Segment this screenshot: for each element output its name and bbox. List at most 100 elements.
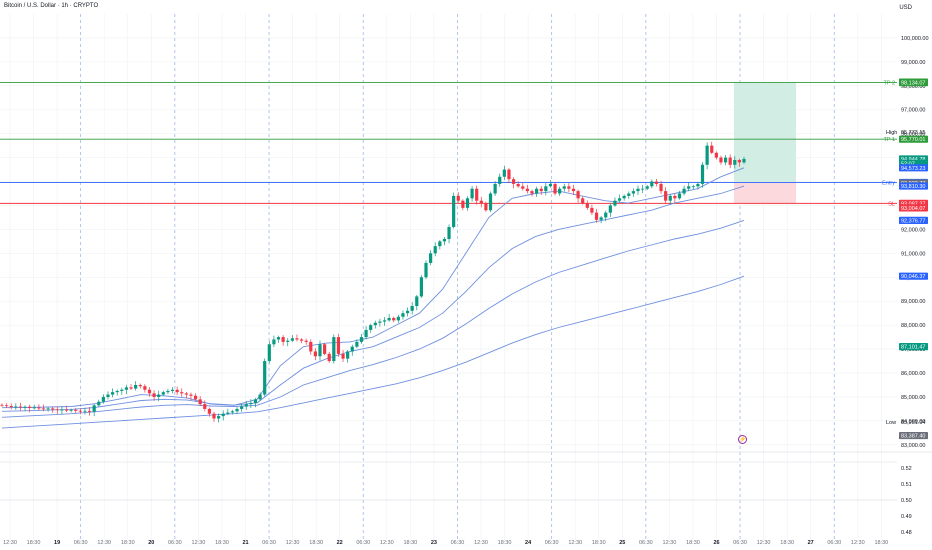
candle-body bbox=[309, 341, 313, 352]
price-tick-label: 92,000.00 bbox=[901, 227, 925, 233]
candle-body bbox=[221, 413, 225, 417]
time-tick-label: 18:30 bbox=[121, 540, 135, 546]
candle-body bbox=[170, 389, 175, 391]
candle-body bbox=[650, 181, 654, 187]
candle-body bbox=[272, 339, 276, 345]
price-badge-text: 83,387.40 bbox=[901, 434, 925, 440]
moving-average-line bbox=[1, 185, 745, 412]
candle-body bbox=[240, 406, 244, 409]
time-tick-label: 20 bbox=[148, 540, 154, 546]
level-label-sl: SL bbox=[888, 201, 895, 207]
price-tick-label: 100,000.00 bbox=[901, 36, 929, 42]
price-tick-label: 83,000.00 bbox=[901, 443, 925, 449]
candle-body bbox=[710, 145, 714, 153]
time-tick-label: 22 bbox=[337, 540, 343, 546]
candle-body bbox=[28, 406, 32, 408]
candle-body bbox=[97, 401, 101, 406]
candle-body bbox=[410, 306, 414, 311]
price-tick-label: 84,000.00 bbox=[901, 419, 925, 425]
time-tick-label: 12:30 bbox=[663, 540, 677, 546]
time-tick-label: 12:30 bbox=[286, 540, 300, 546]
candle-body bbox=[562, 186, 566, 189]
time-tick-label: 06:30 bbox=[545, 540, 559, 546]
candle-body bbox=[327, 353, 331, 362]
candle-body bbox=[244, 404, 248, 407]
candle-body bbox=[498, 176, 502, 184]
time-tick-label: 12:30 bbox=[568, 540, 582, 546]
trade-levels: TP 2 TP 1 Entry SL bbox=[0, 81, 897, 207]
price-badge-text: 93,810.30 bbox=[901, 184, 925, 190]
candle-body bbox=[516, 183, 520, 187]
time-tick-label: 06:30 bbox=[74, 540, 88, 546]
candles bbox=[0, 141, 746, 423]
candle-body bbox=[161, 392, 165, 395]
candle-body bbox=[424, 262, 428, 278]
price-badge-text: 92,376.77 bbox=[901, 218, 925, 224]
candle-body bbox=[664, 191, 668, 201]
candle-body bbox=[525, 188, 529, 192]
candle-body bbox=[742, 158, 746, 163]
candle-body bbox=[631, 191, 635, 194]
time-tick-label: 06:30 bbox=[356, 540, 370, 546]
currency-label[interactable]: USD bbox=[899, 5, 912, 11]
candle-body bbox=[51, 408, 55, 410]
candle-body bbox=[87, 410, 92, 412]
sub-tick-label: 0.49 bbox=[901, 514, 912, 520]
candle-body bbox=[705, 145, 709, 165]
candle-body bbox=[18, 406, 23, 408]
candle-body bbox=[733, 160, 737, 165]
candle-body bbox=[78, 410, 82, 412]
price-badge bbox=[899, 204, 928, 212]
candle-body bbox=[548, 183, 553, 187]
price-badge-text: 93,004.07 bbox=[901, 206, 925, 212]
loss-zone bbox=[734, 182, 796, 204]
candle-body bbox=[115, 390, 119, 393]
candle-body bbox=[507, 169, 511, 180]
time-axis[interactable]: 12:30 18:30 19 06:30 12:30 18:30 20 06:30 12:30 1… bbox=[3, 540, 888, 546]
level-label-tp: TP 2 bbox=[883, 81, 895, 87]
candle-body bbox=[253, 399, 258, 403]
candle-body bbox=[373, 322, 377, 326]
moving-average-line bbox=[1, 167, 745, 409]
candle-body bbox=[677, 193, 682, 199]
candle-body bbox=[511, 179, 516, 184]
candle-body bbox=[502, 169, 506, 177]
price-badges: 98,154.5798,134.0795,770.0194,944.7852:0… bbox=[899, 78, 928, 440]
candle-body bbox=[576, 191, 580, 199]
candle-body bbox=[263, 361, 267, 395]
candle-body bbox=[290, 338, 294, 341]
candle-body bbox=[258, 394, 262, 400]
candle-body bbox=[175, 389, 179, 393]
candle-body bbox=[447, 227, 451, 239]
candle-body bbox=[235, 408, 239, 412]
sub-tick-label: 0.50 bbox=[901, 498, 912, 504]
candle-body bbox=[433, 246, 437, 254]
sub-indicator-axis[interactable]: 0.52 0.51 0.50 0.49 0.48 bbox=[901, 466, 912, 536]
candle-body bbox=[613, 200, 617, 206]
price-axis[interactable]: 100,000.00 99,000.00 98,000.00 97,000.00 96,… bbox=[886, 36, 929, 449]
candle-body bbox=[69, 409, 73, 411]
candle-body bbox=[189, 394, 193, 396]
candle-body bbox=[286, 340, 290, 342]
candle-body bbox=[719, 157, 723, 163]
high-value: 95,773.15 bbox=[901, 130, 925, 136]
candle-body bbox=[203, 404, 207, 409]
candle-body bbox=[627, 193, 631, 196]
time-tick-label: 12:30 bbox=[474, 540, 488, 546]
candle-body bbox=[419, 277, 423, 297]
candle-body bbox=[207, 408, 211, 414]
price-badge bbox=[899, 431, 928, 440]
candle-body bbox=[645, 186, 649, 189]
candle-body bbox=[405, 310, 410, 314]
time-tick-label: 18:30 bbox=[215, 540, 229, 546]
time-tick-label: 23 bbox=[431, 540, 437, 546]
candle-body bbox=[484, 203, 488, 211]
candle-body bbox=[604, 212, 608, 218]
candle-body bbox=[581, 198, 585, 204]
time-tick-label: 12:30 bbox=[3, 540, 17, 546]
time-tick-label: 21 bbox=[242, 540, 248, 546]
candle-body bbox=[723, 157, 728, 163]
candle-body bbox=[599, 217, 603, 220]
sub-tick-label: 0.48 bbox=[901, 530, 912, 536]
